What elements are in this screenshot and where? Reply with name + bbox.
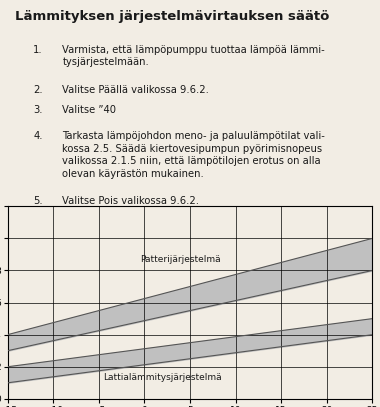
Text: 2.: 2. [33,85,43,95]
Text: Valitse Pois valikossa 9.6.2.: Valitse Pois valikossa 9.6.2. [62,196,200,206]
Text: Patterijärjestelmä: Patterijärjestelmä [141,255,221,264]
Text: 3.: 3. [33,105,43,115]
Text: Valitse ”40: Valitse ”40 [62,105,116,115]
Text: 1.: 1. [33,44,43,55]
Text: Varmista, että lämpöpumppu tuottaa lämpöä lämmi-
tysjärjestelmään.: Varmista, että lämpöpumppu tuottaa lämpö… [62,44,325,67]
Text: 4.: 4. [33,131,43,142]
Text: Valitse Päällä valikossa 9.6.2.: Valitse Päällä valikossa 9.6.2. [62,85,209,95]
Text: 5.: 5. [33,196,43,206]
Text: Lämmityksen järjestelmävirtauksen säätö: Lämmityksen järjestelmävirtauksen säätö [15,10,329,23]
Text: Tarkasta lämpöjohdon meno- ja paluulämpötilat vali-
kossa 2.5. Säädä kiertovesip: Tarkasta lämpöjohdon meno- ja paluulämpö… [62,131,325,179]
Text: Lattialämmitysjärjestelmä: Lattialämmitysjärjestelmä [103,374,222,383]
